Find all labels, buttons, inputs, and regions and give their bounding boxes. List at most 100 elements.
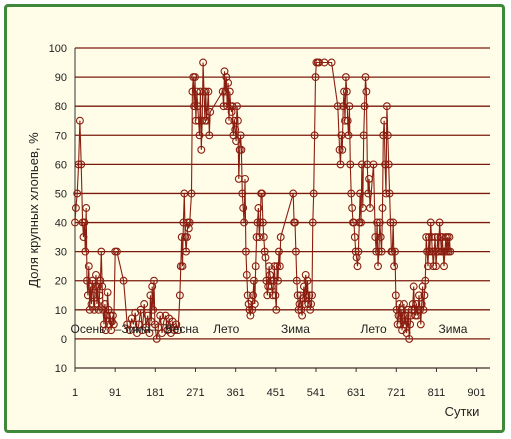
data-point bbox=[376, 233, 385, 242]
data-point bbox=[80, 218, 89, 227]
x-tick-label: 1 bbox=[72, 387, 78, 399]
season-label: –Зима bbox=[115, 322, 151, 336]
data-point bbox=[71, 218, 79, 227]
data-point bbox=[233, 102, 241, 111]
data-point bbox=[354, 247, 363, 256]
data-point bbox=[97, 247, 106, 256]
x-tick-label: 361 bbox=[226, 387, 244, 399]
data-point bbox=[269, 276, 278, 285]
data-point bbox=[440, 262, 448, 271]
data-point bbox=[232, 137, 241, 146]
data-point bbox=[185, 218, 194, 227]
data-point bbox=[267, 282, 276, 291]
data-point bbox=[258, 189, 266, 198]
data-point bbox=[183, 233, 191, 242]
series bbox=[71, 58, 455, 343]
data-point bbox=[299, 282, 308, 291]
data-point bbox=[224, 78, 233, 87]
data-point bbox=[344, 131, 353, 140]
data-point bbox=[255, 233, 264, 242]
data-point bbox=[381, 160, 390, 169]
data-point bbox=[143, 311, 152, 320]
data-point bbox=[223, 102, 232, 111]
data-point bbox=[263, 291, 272, 300]
data-point bbox=[357, 218, 365, 227]
data-point bbox=[380, 116, 389, 125]
data-point bbox=[178, 262, 187, 271]
data-point bbox=[409, 282, 418, 291]
axes bbox=[74, 48, 490, 372]
data-point bbox=[85, 305, 94, 314]
data-point bbox=[193, 102, 202, 111]
data-point bbox=[225, 87, 234, 96]
data-point bbox=[204, 87, 213, 96]
data-point bbox=[96, 276, 105, 285]
data-point bbox=[336, 160, 345, 169]
data-point bbox=[422, 233, 431, 242]
x-tick-label: 901 bbox=[467, 387, 485, 399]
data-point bbox=[254, 204, 263, 212]
data-point bbox=[241, 174, 249, 183]
data-point bbox=[396, 320, 405, 329]
data-point bbox=[446, 247, 455, 256]
data-point bbox=[356, 189, 365, 198]
data-point bbox=[242, 270, 251, 279]
data-point bbox=[129, 320, 138, 329]
data-point bbox=[342, 87, 351, 96]
season-label: Весна bbox=[165, 322, 199, 336]
data-point bbox=[231, 125, 240, 134]
data-point bbox=[234, 174, 243, 183]
data-point bbox=[75, 116, 84, 125]
data-point bbox=[249, 291, 257, 300]
data-point bbox=[391, 247, 399, 256]
data-point bbox=[149, 305, 158, 314]
data-point bbox=[365, 174, 374, 183]
data-point bbox=[371, 233, 380, 242]
data-point bbox=[271, 291, 280, 300]
data-point bbox=[170, 326, 179, 335]
data-point bbox=[424, 262, 432, 271]
data-point bbox=[187, 189, 196, 198]
data-point bbox=[190, 102, 199, 111]
data-point bbox=[174, 326, 183, 335]
chart-frame bbox=[4, 4, 505, 433]
data-point bbox=[146, 291, 155, 300]
data-point bbox=[445, 233, 454, 242]
data-point bbox=[83, 291, 92, 300]
data-point bbox=[266, 270, 274, 279]
data-point bbox=[134, 320, 143, 329]
data-point bbox=[298, 311, 307, 320]
y-axis-label: Доля крупных хлопьев, % bbox=[26, 132, 41, 288]
data-point bbox=[395, 300, 404, 308]
y-tick-label: 100 bbox=[49, 43, 67, 55]
data-point bbox=[308, 291, 316, 300]
data-point bbox=[98, 282, 107, 291]
data-point bbox=[119, 276, 128, 285]
data-point bbox=[391, 291, 400, 300]
data-point bbox=[363, 160, 372, 169]
data-point bbox=[405, 334, 414, 343]
data-point bbox=[92, 270, 100, 279]
data-point bbox=[253, 218, 262, 227]
season-label: Зима bbox=[439, 322, 468, 336]
data-point bbox=[245, 305, 254, 314]
data-point bbox=[357, 160, 366, 169]
data-point bbox=[292, 276, 301, 285]
data-point bbox=[250, 300, 259, 308]
data-point bbox=[251, 262, 260, 271]
data-point bbox=[89, 291, 98, 300]
data-point bbox=[361, 73, 370, 82]
y-tick-label: 30 bbox=[55, 247, 67, 259]
data-point bbox=[125, 326, 134, 335]
data-point bbox=[327, 58, 336, 67]
y-tick-label: 10 bbox=[55, 305, 67, 317]
data-point bbox=[82, 204, 91, 212]
season-label: Осень bbox=[70, 322, 105, 336]
data-point bbox=[408, 300, 417, 308]
data-point bbox=[309, 189, 318, 198]
data-point bbox=[222, 73, 231, 82]
data-point bbox=[379, 131, 388, 140]
data-point bbox=[249, 276, 258, 285]
data-point bbox=[77, 160, 86, 169]
data-point bbox=[377, 247, 386, 256]
